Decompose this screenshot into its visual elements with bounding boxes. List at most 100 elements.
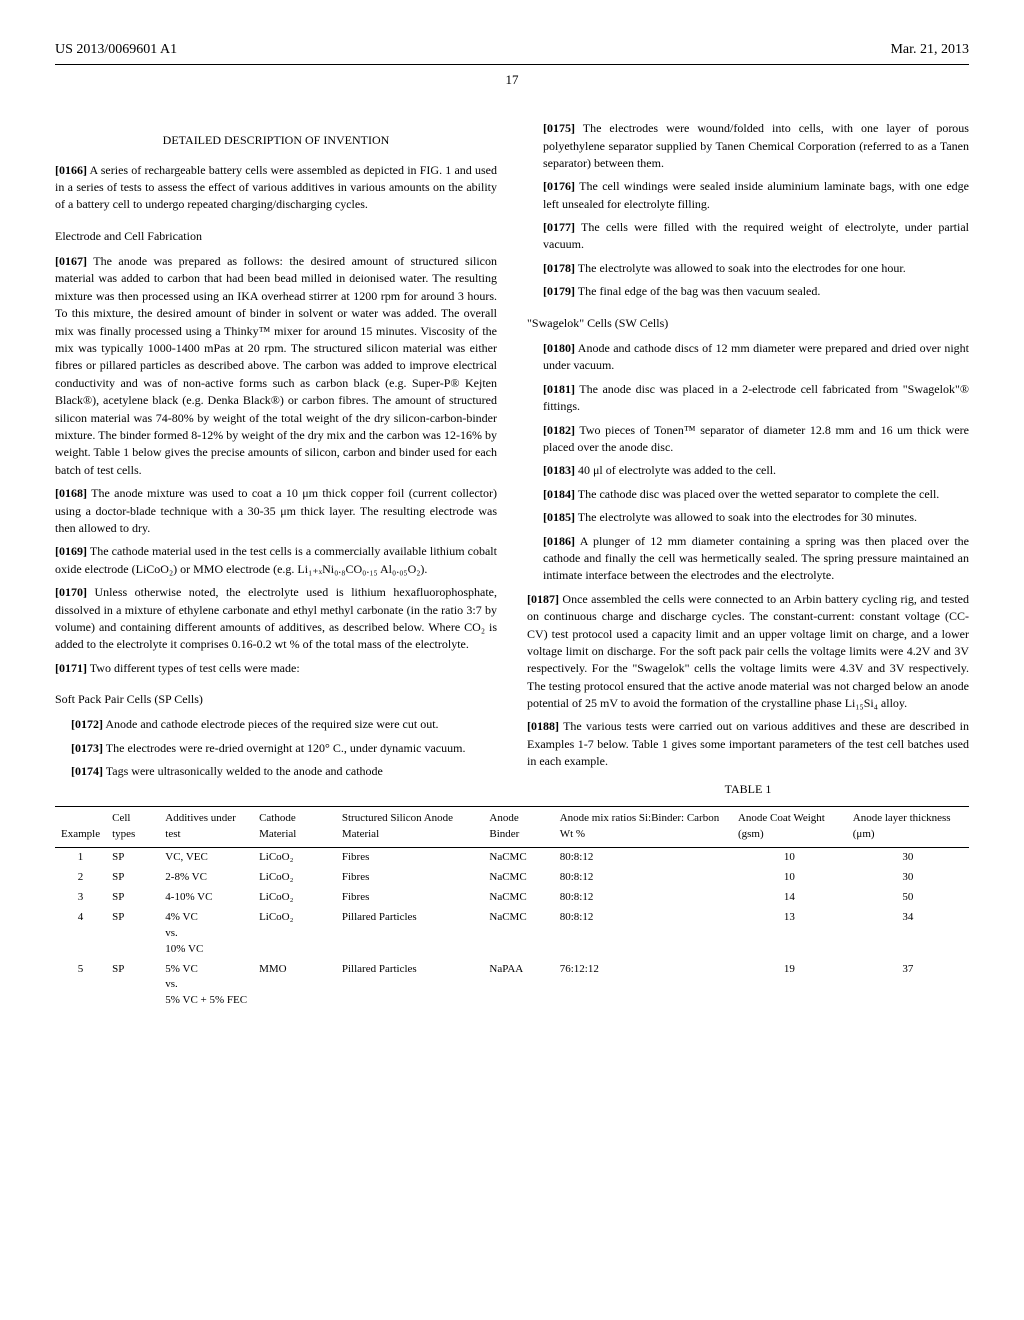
- para-0181: [0181] The anode disc was placed in a 2-…: [543, 381, 969, 416]
- section-heading: DETAILED DESCRIPTION OF INVENTION: [55, 132, 497, 149]
- th-cell-types: Cell types: [106, 807, 159, 848]
- para-0170: [0170] Unless otherwise noted, the elect…: [55, 584, 497, 654]
- page-header: US 2013/0069601 A1 Mar. 21, 2013: [55, 40, 969, 65]
- para-num: [0185]: [543, 510, 575, 524]
- table-cell: 13: [732, 908, 847, 960]
- para-text: Once assembled the cells were connected …: [527, 592, 969, 710]
- table-cell: 2-8% VC: [159, 868, 253, 888]
- para-num: [0178]: [543, 261, 575, 275]
- table-cell: Pillared Particles: [336, 908, 484, 960]
- para-text: Anode and cathode electrode pieces of th…: [105, 717, 438, 731]
- para-0187: [0187] Once assembled the cells were con…: [527, 591, 969, 713]
- table-cell: 80:8:12: [554, 868, 732, 888]
- table-cell: 34: [847, 908, 969, 960]
- para-num: [0172]: [71, 717, 103, 731]
- table-caption: TABLE 1: [527, 781, 969, 798]
- table-cell: 80:8:12: [554, 888, 732, 908]
- para-text: The anode mixture was used to coat a 10 …: [55, 486, 497, 535]
- table-cell: LiCoO₂: [253, 888, 336, 908]
- para-text: The cells were filled with the required …: [543, 220, 969, 251]
- para-0186: [0186] A plunger of 12 mm diameter conta…: [543, 533, 969, 585]
- th-thickness: Anode layer thickness (μm): [847, 807, 969, 848]
- para-0177: [0177] The cells were filled with the re…: [543, 219, 969, 254]
- para-num: [0170]: [55, 585, 87, 599]
- table-cell: NaCMC: [483, 888, 553, 908]
- para-num: [0173]: [71, 741, 103, 755]
- para-num: [0171]: [55, 661, 87, 675]
- table-cell: 14: [732, 888, 847, 908]
- para-text: Unless otherwise noted, the electrolyte …: [55, 585, 497, 651]
- para-num: [0187]: [527, 592, 559, 606]
- para-0172: [0172] Anode and cathode electrode piece…: [71, 716, 497, 733]
- para-text: The cathode material used in the test ce…: [55, 544, 497, 575]
- table-cell: LiCoO₂: [253, 847, 336, 867]
- table-cell: 4: [55, 908, 106, 960]
- para-0188: [0188] The various tests were carried ou…: [527, 718, 969, 770]
- para-0178: [0178] The electrolyte was allowed to so…: [543, 260, 969, 277]
- table-cell: SP: [106, 868, 159, 888]
- para-num: [0166]: [55, 163, 87, 177]
- para-num: [0169]: [55, 544, 87, 558]
- table-row: 1SPVC, VECLiCoO₂FibresNaCMC80:8:121030: [55, 847, 969, 867]
- para-num: [0177]: [543, 220, 575, 234]
- table-cell: SP: [106, 960, 159, 1012]
- para-0176: [0176] The cell windings were sealed ins…: [543, 178, 969, 213]
- subsection-electrode: Electrode and Cell Fabrication: [55, 228, 497, 245]
- table-cell: SP: [106, 847, 159, 867]
- page-number: 17: [55, 71, 969, 90]
- para-text: Two pieces of Tonen™ separator of diamet…: [543, 423, 969, 454]
- para-text: The various tests were carried out on va…: [527, 719, 969, 768]
- para-num: [0174]: [71, 764, 103, 778]
- table-cell: 3: [55, 888, 106, 908]
- table-cell: LiCoO₂: [253, 908, 336, 960]
- table-cell: VC, VEC: [159, 847, 253, 867]
- para-0184: [0184] The cathode disc was placed over …: [543, 486, 969, 503]
- para-text: The anode was prepared as follows: the d…: [55, 254, 497, 477]
- para-0182: [0182] Two pieces of Tonen™ separator of…: [543, 422, 969, 457]
- content-columns: DETAILED DESCRIPTION OF INVENTION [0166]…: [55, 120, 969, 802]
- table-cell: Pillared Particles: [336, 960, 484, 1012]
- subsection-swagelok: "Swagelok" Cells (SW Cells): [527, 315, 969, 332]
- table-cell: 2: [55, 868, 106, 888]
- para-text: The electrolyte was allowed to soak into…: [578, 261, 906, 275]
- table-cell: 80:8:12: [554, 847, 732, 867]
- para-text: The electrodes were wound/folded into ce…: [543, 121, 969, 170]
- table-cell: 19: [732, 960, 847, 1012]
- para-num: [0182]: [543, 423, 575, 437]
- para-text: A series of rechargeable battery cells w…: [55, 163, 497, 212]
- table-cell: 76:12:12: [554, 960, 732, 1012]
- para-0169: [0169] The cathode material used in the …: [55, 543, 497, 578]
- para-num: [0184]: [543, 487, 575, 501]
- th-anode-material: Structured Silicon Anode Material: [336, 807, 484, 848]
- patent-number: US 2013/0069601 A1: [55, 40, 177, 60]
- table-cell: NaPAA: [483, 960, 553, 1012]
- para-text: 40 μl of electrolyte was added to the ce…: [578, 463, 776, 477]
- table-cell: Fibres: [336, 847, 484, 867]
- para-text: The cathode disc was placed over the wet…: [578, 487, 940, 501]
- para-text: The electrodes were re-dried overnight a…: [106, 741, 466, 755]
- th-additives: Additives under test: [159, 807, 253, 848]
- table-1: Example Cell types Additives under test …: [55, 806, 969, 1011]
- para-num: [0188]: [527, 719, 559, 733]
- para-0168: [0168] The anode mixture was used to coa…: [55, 485, 497, 537]
- table-cell: NaCMC: [483, 847, 553, 867]
- para-num: [0168]: [55, 486, 87, 500]
- left-column: DETAILED DESCRIPTION OF INVENTION [0166]…: [55, 120, 497, 802]
- para-num: [0176]: [543, 179, 575, 193]
- para-num: [0167]: [55, 254, 87, 268]
- para-text: Two different types of test cells were m…: [90, 661, 300, 675]
- para-text: The cell windings were sealed inside alu…: [543, 179, 969, 210]
- table-cell: 1: [55, 847, 106, 867]
- table-row: 5SP5% VC vs. 5% VC + 5% FECMMOPillared P…: [55, 960, 969, 1012]
- th-cathode: Cathode Material: [253, 807, 336, 848]
- table-cell: 5: [55, 960, 106, 1012]
- para-text: Tags were ultrasonically welded to the a…: [106, 764, 383, 778]
- table-cell: LiCoO₂: [253, 868, 336, 888]
- para-0173: [0173] The electrodes were re-dried over…: [71, 740, 497, 757]
- para-text: The final edge of the bag was then vacuu…: [578, 284, 821, 298]
- table-cell: Fibres: [336, 868, 484, 888]
- para-num: [0180]: [543, 341, 575, 355]
- table-cell: 30: [847, 847, 969, 867]
- para-text: The anode disc was placed in a 2-electro…: [543, 382, 969, 413]
- th-example: Example: [55, 807, 106, 848]
